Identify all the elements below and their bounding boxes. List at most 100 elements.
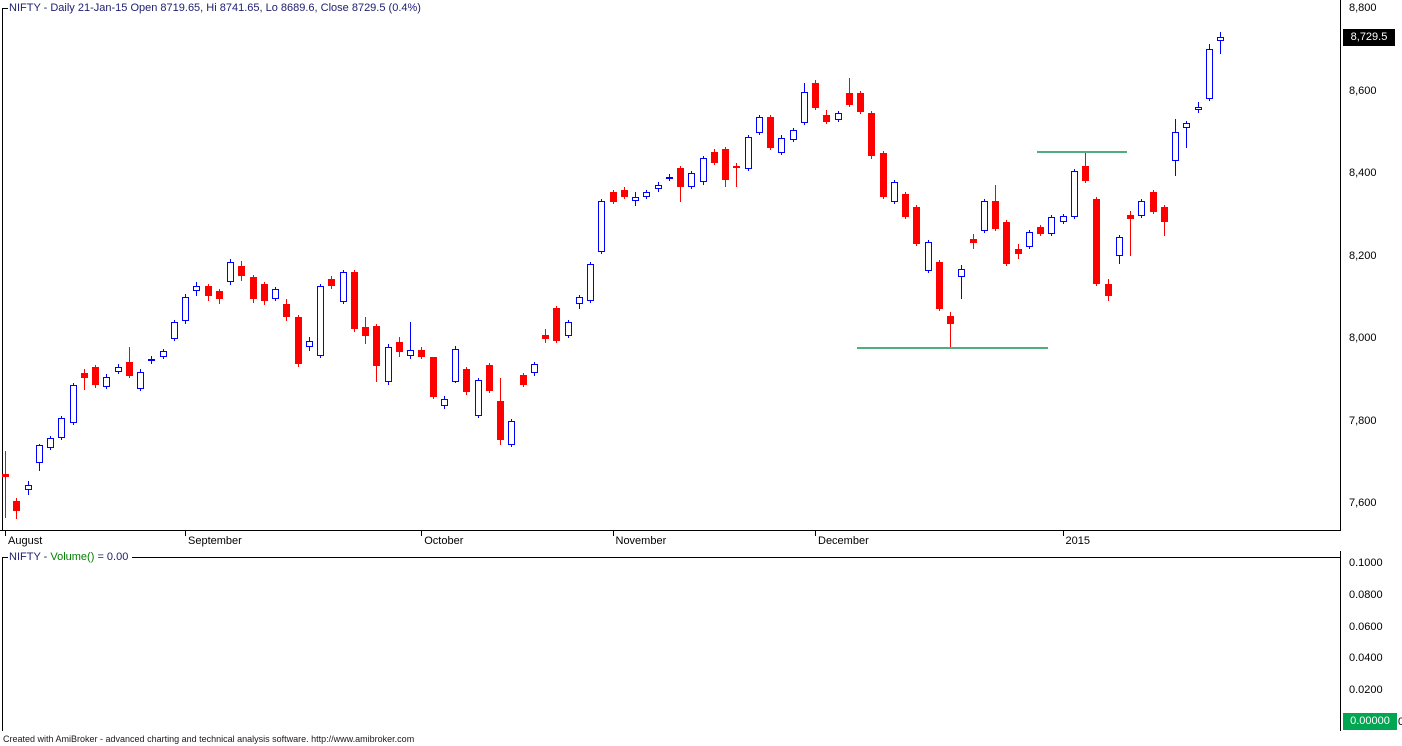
date-axis-tick <box>815 531 816 536</box>
price-pane-title: NIFTY - Daily 21-Jan-15 Open 8719.65, Hi… <box>9 2 421 14</box>
volume-axis-tick-label: 0.1000 <box>1349 557 1383 569</box>
candle-wick <box>83 368 85 390</box>
volume-zero-badge: 0.00000 <box>1343 713 1397 730</box>
candle-wick <box>1130 211 1131 257</box>
volume-axis-tick-label: 0.0400 <box>1349 652 1383 665</box>
candle-body <box>542 334 549 339</box>
candle-body <box>1082 166 1089 182</box>
price-pane-right-border <box>1340 0 1341 531</box>
candle-body <box>1048 217 1056 235</box>
candle-body <box>215 291 223 300</box>
candle-body <box>283 304 291 317</box>
candle-body <box>1025 231 1033 248</box>
candle-body <box>1183 122 1191 129</box>
volume-axis-tick-label: 0.0800 <box>1349 588 1383 601</box>
price-pane[interactable]: NIFTY - Daily 21-Jan-15 Open 8719.65, Hi… <box>0 0 1341 531</box>
candle-body <box>373 326 381 366</box>
candle-body <box>722 149 729 181</box>
candle-body <box>744 136 752 170</box>
candle-body <box>857 92 864 112</box>
support-resistance-line <box>857 346 1049 349</box>
candle-body <box>362 326 369 336</box>
date-axis-tick <box>612 531 614 536</box>
candle-body <box>755 116 763 133</box>
candle-body <box>305 340 313 347</box>
price-axis-tick-label: 7,800 <box>1349 414 1377 427</box>
candle-body <box>958 269 966 277</box>
candle-body <box>1003 222 1011 265</box>
candle-body <box>328 279 336 287</box>
candle-body <box>193 286 201 292</box>
candle-body <box>463 368 471 392</box>
price-axis-tick-label: 8,400 <box>1349 167 1377 179</box>
candle-wick <box>410 321 411 359</box>
candle-body <box>879 152 887 197</box>
date-axis-month-label: December <box>818 535 869 547</box>
candle-body <box>204 286 212 297</box>
candle-body <box>137 371 144 389</box>
candle-wick <box>950 312 951 347</box>
volume-axis-tick-label: 0.0200 <box>1349 684 1383 697</box>
date-axis-month-label: August <box>8 535 43 547</box>
volume-pane-title-row: NIFTY - Volume() = 0.00 <box>2 551 1340 564</box>
price-pane-bottom-border <box>0 530 1341 531</box>
candle-body <box>272 289 279 300</box>
candle-body <box>429 356 437 397</box>
candle-body <box>13 501 21 512</box>
candle-body <box>170 321 178 339</box>
candle-body <box>845 92 853 105</box>
candle-body <box>508 421 516 446</box>
volume-title-rule <box>132 557 1340 558</box>
volume-pane-right-border <box>1340 551 1341 731</box>
candle-body <box>125 361 133 376</box>
candle-body <box>294 316 302 364</box>
volume-axis-tick-label: 0.0600 <box>1349 620 1383 633</box>
candle-wick <box>1186 120 1188 148</box>
candle-body <box>868 112 876 157</box>
candle-body <box>530 363 538 374</box>
candle-body <box>92 366 99 386</box>
candle-body <box>710 151 718 163</box>
candle-body <box>440 398 448 407</box>
candle-body <box>688 172 696 187</box>
volume-pane[interactable]: NIFTY - Volume() = 0.00 <box>0 551 1341 731</box>
candle-body <box>890 182 898 203</box>
price-axis[interactable]: 8,800 8,600 8,400 8,200 8,000 7,800 7,600 <box>1341 0 1402 531</box>
candle-body <box>148 359 156 362</box>
candle-body <box>384 346 392 382</box>
candle-body <box>474 380 482 417</box>
candle-body <box>1093 199 1101 284</box>
candle-body <box>1217 37 1224 42</box>
candle-body <box>519 374 527 385</box>
candle-body <box>407 349 414 356</box>
candle-body <box>800 91 808 123</box>
date-axis[interactable]: August September October November December 20… <box>0 531 1402 551</box>
price-axis-tick-label: 8,200 <box>1349 249 1377 262</box>
candle-body <box>69 385 77 424</box>
candle-body <box>1172 131 1179 162</box>
candle-body <box>553 307 561 341</box>
footer-credit: Created with AmiBroker - advanced charti… <box>3 734 415 744</box>
date-axis-tick <box>421 531 423 536</box>
candle-body <box>980 201 988 232</box>
candle-body <box>1194 106 1202 110</box>
candle-body <box>1205 48 1213 99</box>
candle-body <box>350 272 358 329</box>
candle-body <box>587 264 594 302</box>
candle-body <box>767 116 774 148</box>
candle-body <box>418 349 426 357</box>
candle-body <box>598 201 606 253</box>
candle-body <box>654 184 662 190</box>
candle-body <box>1127 215 1134 220</box>
candle-body <box>992 201 999 230</box>
volume-axis[interactable]: 0.1000 0.0800 0.0600 0.0400 0.0200 <box>1341 551 1402 731</box>
candle-body <box>249 276 257 300</box>
price-axis-tick-label: 7,600 <box>1349 497 1377 509</box>
candles-layer <box>2 32 1224 520</box>
candle-body <box>497 400 504 441</box>
support-resistance-line <box>1037 151 1127 154</box>
date-axis-month-label: 2015 <box>1065 535 1090 547</box>
candle-body <box>1160 207 1168 223</box>
candle-body <box>485 364 493 391</box>
